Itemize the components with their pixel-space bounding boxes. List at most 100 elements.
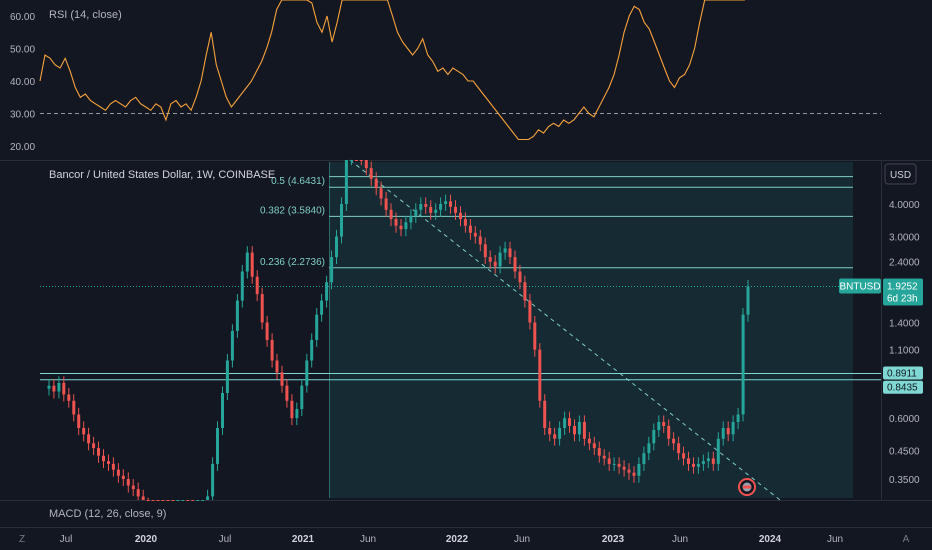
candle-body <box>191 500 195 501</box>
candle-body <box>449 201 452 207</box>
horizontal-levels: 0.8911 0.8435 <box>40 366 923 394</box>
candle-body <box>102 455 105 462</box>
fib-levels: 0.5 (4.6431) 0.382 (3.5840) 0.236 (2.2736) <box>260 176 853 269</box>
candle-body <box>483 244 487 258</box>
candle-body <box>726 428 730 435</box>
candle-body <box>181 500 185 501</box>
rsi-title: RSI (14, close) <box>49 9 122 21</box>
candle-body <box>553 434 557 439</box>
candle-body <box>692 463 695 467</box>
candle-body <box>543 400 547 428</box>
candle-body <box>652 430 656 444</box>
candle-body <box>463 219 467 226</box>
candle-body <box>478 236 482 245</box>
rsi-line[interactable] <box>39 0 745 141</box>
symbol-tag-label: BNTUSD <box>839 282 880 293</box>
candle-body <box>161 500 165 501</box>
current-price-badge[interactable]: BNTUSD 1.9252 6d 23h <box>839 278 923 306</box>
candle-body <box>280 372 284 386</box>
time-axis-label: 2020 <box>135 534 158 545</box>
candle-body <box>662 422 666 426</box>
candle-body <box>384 198 388 210</box>
horizontal-level-tag <box>883 366 923 380</box>
auto-scale-icon[interactable]: A <box>903 534 910 545</box>
candle-body <box>682 453 686 459</box>
time-axis-label: Jun <box>827 534 843 545</box>
candle-body <box>701 461 705 464</box>
candle-body <box>82 428 86 435</box>
candle-body <box>141 496 145 500</box>
candle-body <box>587 438 591 444</box>
candle-body <box>687 458 690 464</box>
candle-body <box>126 479 130 486</box>
time-axis-label: 2024 <box>759 534 782 545</box>
time-axis-label: 2023 <box>602 534 625 545</box>
candle-body <box>592 443 596 449</box>
candle-body <box>454 206 457 213</box>
candle-body <box>359 160 363 161</box>
candle-body <box>320 300 324 315</box>
candle-body <box>62 382 66 395</box>
candle-body <box>176 500 180 501</box>
candle-body <box>459 212 462 220</box>
candle-body <box>240 271 244 301</box>
price-tag-countdown: 6d 23h <box>887 294 918 305</box>
timezone-icon[interactable]: Z <box>19 534 25 545</box>
candle-body <box>493 261 497 267</box>
candle-body <box>632 472 636 476</box>
fib-zone[interactable] <box>329 162 853 498</box>
candle-body <box>92 443 96 449</box>
candle-body <box>265 322 269 340</box>
candle-body <box>612 463 616 465</box>
macd-title: MACD (12, 26, close, 9) <box>49 508 166 520</box>
candle-body <box>116 469 120 476</box>
candle-body <box>424 204 428 207</box>
candle-body <box>186 500 190 501</box>
price-tick-label: 1.4000 <box>889 319 920 330</box>
candle-body <box>622 466 626 470</box>
alert-marker[interactable] <box>738 478 756 496</box>
price-axis: 4.0000 3.0000 2.4000 1.4000 1.1000 0.6000 0.45… <box>889 200 920 486</box>
candle-body <box>558 428 562 439</box>
time-axis: Jul 2020 Jul 2021 Jun 2022 Jun 2023 Jun 2024 Jun <box>60 534 843 545</box>
time-axis-label: Jun <box>360 534 376 545</box>
candle-body <box>216 428 219 464</box>
candle-body <box>667 425 671 439</box>
candle-body <box>568 418 571 426</box>
candle-body <box>260 294 264 323</box>
candle-body <box>617 463 621 467</box>
candle-body <box>310 339 314 361</box>
currency-button[interactable] <box>884 163 917 185</box>
rsi-tick-label: 20.00 <box>10 142 35 153</box>
candle-body <box>503 248 507 253</box>
candle-body <box>136 489 140 497</box>
candle-body <box>533 322 537 350</box>
price-tick-label: 0.6000 <box>889 414 920 425</box>
candle-body <box>672 438 676 444</box>
rsi-tick-label: 40.00 <box>10 77 35 88</box>
candle-body <box>315 314 319 340</box>
price-candles[interactable] <box>47 160 750 501</box>
candle-body <box>156 500 160 501</box>
candle-body <box>657 422 661 431</box>
price-tick-label: 3.0000 <box>889 233 920 244</box>
candle-body <box>275 360 279 373</box>
candle-body <box>404 222 408 230</box>
descending-trendline[interactable] <box>349 159 781 501</box>
time-axis-label: Jul <box>60 534 73 545</box>
candle-body <box>677 443 681 454</box>
time-axis-label: Jun <box>514 534 530 545</box>
price-tick-label: 0.4500 <box>889 447 920 458</box>
rsi-axis: 60.00 50.00 40.00 30.00 20.00 <box>10 12 35 153</box>
candle-body <box>468 225 472 233</box>
candle-body <box>121 475 125 479</box>
candle-body <box>389 209 393 220</box>
candle-body <box>77 414 81 428</box>
candle-body <box>146 500 150 501</box>
currency-button-label: USD <box>890 170 911 181</box>
candle-body <box>607 458 611 464</box>
candle-body <box>434 209 438 213</box>
candle-body <box>221 393 224 428</box>
candle-body <box>67 394 71 401</box>
